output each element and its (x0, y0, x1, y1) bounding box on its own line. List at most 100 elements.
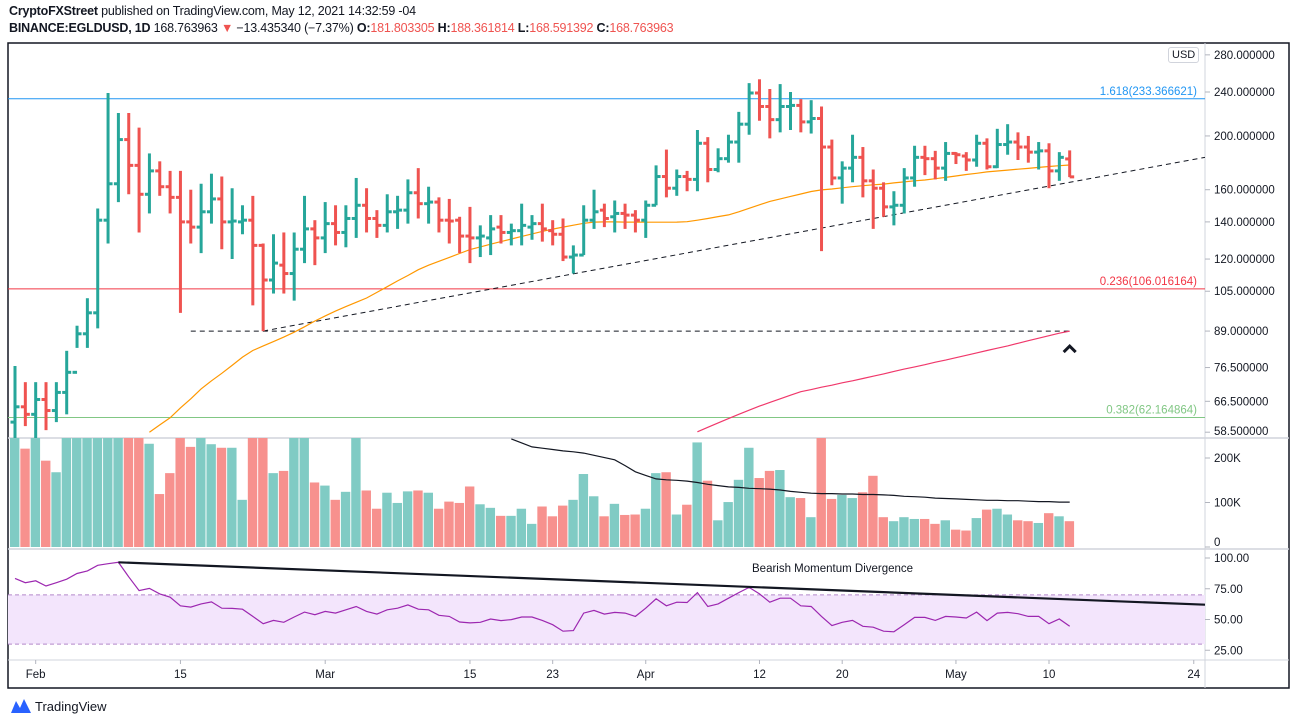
ohlc-bar[interactable] (196, 183, 206, 254)
volume-bar[interactable] (165, 473, 175, 547)
volume-bar[interactable] (795, 498, 806, 547)
ohlc-bar[interactable] (103, 93, 113, 244)
volume-bar[interactable] (857, 492, 868, 547)
ohlc-bar[interactable] (51, 382, 61, 423)
volume-bar[interactable] (330, 499, 340, 547)
ohlc-bar[interactable] (589, 189, 599, 229)
ohlc-bar[interactable] (351, 177, 361, 238)
volume-bar[interactable] (775, 470, 785, 547)
volume-bar[interactable] (981, 509, 992, 547)
ohlc-bar[interactable] (858, 147, 868, 198)
volume-bar[interactable] (216, 447, 227, 547)
ohlc-bar[interactable] (455, 216, 465, 254)
ohlc-bar[interactable] (672, 169, 682, 196)
ohlc-bar[interactable] (806, 100, 816, 134)
ohlc-bar[interactable] (134, 127, 144, 233)
ohlc-bar[interactable] (703, 137, 713, 183)
volume-bar[interactable] (237, 499, 247, 547)
ohlc-bar[interactable] (568, 245, 578, 274)
volume-bar[interactable] (1044, 513, 1054, 547)
ohlc-bar[interactable] (413, 168, 423, 219)
ohlc-bar[interactable] (754, 79, 764, 121)
volume-bar[interactable] (609, 503, 620, 547)
volume-bar[interactable] (51, 472, 61, 547)
volume-bar[interactable] (123, 436, 134, 547)
ohlc-bar[interactable] (775, 84, 785, 133)
volume-bar[interactable] (826, 498, 837, 547)
ohlc-bar[interactable] (868, 169, 878, 229)
volume-bar[interactable] (589, 496, 599, 547)
ohlc-bar[interactable] (31, 382, 41, 443)
ohlc-bar[interactable] (186, 189, 196, 244)
ohlc-bar[interactable] (579, 205, 589, 257)
currency-badge[interactable]: USD (1168, 47, 1200, 63)
volume-bar[interactable] (527, 523, 537, 547)
ohlc-bar[interactable] (982, 138, 992, 170)
ohlc-bar[interactable] (424, 186, 434, 224)
volume-bar[interactable] (30, 436, 41, 547)
volume-bar[interactable] (754, 478, 764, 547)
ohlc-bar[interactable] (165, 170, 175, 214)
volume-bar[interactable] (909, 518, 919, 547)
volume-bar[interactable] (196, 436, 206, 547)
volume-bar[interactable] (682, 504, 692, 547)
volume-bar[interactable] (454, 502, 465, 547)
volume-bar[interactable] (547, 516, 558, 547)
ohlc-bar[interactable] (362, 188, 372, 233)
ohlc-bar[interactable] (93, 208, 103, 329)
ohlc-bar[interactable] (72, 325, 82, 374)
ohlc-bar[interactable] (610, 200, 620, 233)
volume-bar[interactable] (558, 505, 568, 547)
ohlc-bar[interactable] (155, 161, 165, 196)
ohlc-bar[interactable] (1034, 142, 1044, 170)
ohlc-bar[interactable] (113, 112, 123, 203)
volume-bar[interactable] (20, 448, 30, 547)
volume-bar[interactable] (671, 514, 682, 547)
ohlc-bar[interactable] (1054, 152, 1064, 181)
ohlc-bar[interactable] (651, 165, 661, 207)
volume-bar[interactable] (423, 492, 433, 547)
volume-bar[interactable] (940, 520, 950, 547)
volume-bar[interactable] (41, 460, 51, 547)
volume-bar[interactable] (289, 436, 299, 547)
ohlc-bar[interactable] (630, 210, 640, 233)
ohlc-bar[interactable] (1013, 132, 1023, 160)
volume-bar[interactable] (206, 444, 216, 547)
volume-bar[interactable] (516, 508, 527, 547)
ohlc-bar[interactable] (82, 298, 92, 348)
support-trendline[interactable] (263, 156, 1205, 332)
ohlc-bar[interactable] (848, 134, 858, 183)
ohlc-bar[interactable] (227, 188, 237, 260)
ohlc-bar[interactable] (692, 129, 702, 192)
ohlc-bar[interactable] (972, 134, 982, 167)
volume-bar[interactable] (485, 507, 496, 547)
ohlc-bar[interactable] (961, 152, 971, 171)
publisher-name[interactable]: CryptoFXStreet (9, 4, 98, 18)
ohlc-bar[interactable] (496, 215, 506, 244)
ohlc-bar[interactable] (393, 195, 403, 229)
ohlc-bar[interactable] (786, 92, 795, 130)
volume-bar[interactable] (1002, 514, 1013, 547)
volume-bar[interactable] (413, 490, 423, 547)
ohlc-bar[interactable] (144, 153, 154, 214)
ohlc-bar[interactable] (920, 145, 930, 176)
ohlc-bar[interactable] (465, 206, 475, 264)
volume-bar[interactable] (475, 504, 485, 547)
volume-bar[interactable] (371, 508, 382, 547)
volume-bar[interactable] (185, 446, 196, 547)
volume-bar[interactable] (464, 486, 475, 547)
ohlc-bar[interactable] (310, 220, 320, 266)
ohlc-bar[interactable] (41, 382, 51, 431)
ohlc-bar[interactable] (558, 218, 568, 262)
volume-bar[interactable] (651, 473, 661, 547)
ohlc-bar[interactable] (910, 145, 920, 187)
volume-bar[interactable] (537, 506, 547, 547)
volume-bar[interactable] (320, 485, 330, 547)
volume-bar[interactable] (578, 474, 589, 547)
volume-bar[interactable] (878, 517, 888, 547)
ohlc-bar[interactable] (300, 195, 310, 264)
volume-bar[interactable] (723, 502, 733, 547)
ohlc-bar[interactable] (1065, 150, 1075, 179)
volume-bar[interactable] (930, 523, 940, 547)
tradingview-logo[interactable]: TradingView (10, 698, 107, 714)
